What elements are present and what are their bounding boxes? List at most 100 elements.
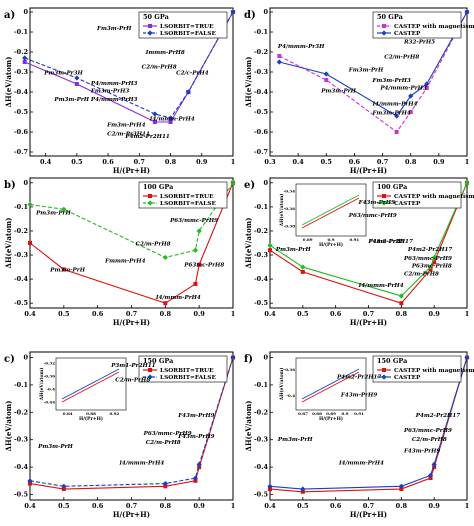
x-tick-label: 1 [465,502,470,510]
y-tick-label: -0.2 [254,408,268,416]
legend-swatch-marker [148,194,152,198]
phase-annotation: C2/m-PrH8 [384,54,419,60]
x-tick-label: 0.5 [297,502,309,510]
legend-entry: LSORBIT=FALSE [160,201,216,207]
data-point [196,461,202,467]
y-tick-label: -0.3 [14,68,28,76]
x-tick-label: 0.4 [292,158,304,166]
chart-panel-1: 0.4 0.5 0.6 0.7 0.8 0.9 1 0 -0.1 -0.2 -0.3 -0.4 -0.5… [4,7,236,175]
phase-annotation: Pm3m-PrH [275,247,311,253]
inset-series-line [301,197,360,229]
phase-annotation: P63/mmc-PrH9 [143,431,192,437]
x-tick-label: 0.5 [58,502,70,510]
y-tick-label: -0.3 [254,68,268,76]
data-point [192,247,199,253]
inset-y-tick-label: -0.4 [286,393,295,398]
x-axis-title: H/(Pr+H) [350,166,387,175]
x-tick-label: 1 [231,502,236,510]
legend-entry: LSORBIT=TRUE [160,24,214,30]
y-tick-label: -0.1 [254,203,268,211]
x-tick-label: 0.8 [396,502,408,510]
legend-swatch-marker [147,200,153,206]
data-point [61,483,67,489]
y-axis-title: ΔH(eV/atom) [244,218,253,269]
data-point [267,483,273,489]
series-line-2 [269,182,468,297]
x-tick-label: 1 [231,310,236,318]
y-axis-title: ΔH(eV/atom) [4,218,13,269]
data-point [431,461,437,467]
y-tick-label: -0.1 [254,28,268,36]
phase-annotation: P4/mmm-PrH3 [90,97,138,103]
phase-annotation: Fm3m-PrH4 [371,111,410,117]
legend-swatch-marker [381,374,387,380]
y-axis-title: ΔH(eV/atom) [4,57,13,108]
data-point [27,478,33,484]
inset-y-title: ΔH(eV/atom) [38,368,45,401]
x-tick-label: 0.3 [264,158,276,166]
data-point [399,301,404,306]
phase-annotation: P3m1-Pr2H11 [110,363,155,369]
data-point [394,130,399,134]
x-tick-label: 0.9 [433,158,445,166]
data-point [28,241,32,245]
series-line-2 [269,357,468,490]
phase-annotation: Fmmm-PrH4 [104,259,145,265]
data-point [408,93,414,99]
legend-swatch-marker [147,30,153,36]
legend-swatch-marker [382,194,386,198]
y-tick-label: -0.5 [254,491,268,499]
y-tick-label: -0.2 [254,48,268,56]
y-tick-label: -0.5 [14,299,28,307]
y-tick-label: -0.5 [14,108,28,116]
data-point [424,81,430,87]
legend-entry: LSORBIT=FALSE [160,31,216,37]
phase-annotation: I4/mmm-PrH4 [371,102,417,108]
x-tick-label: 0.7 [134,158,145,166]
y-tick-label: -0.2 [14,48,28,56]
phase-annotation: C2/m-PrH8 [115,378,150,384]
legend-swatch-marker [381,30,387,36]
data-point [432,465,437,470]
data-point [300,489,305,494]
phase-annotation: C2/m-PrH8 [142,65,177,71]
legend-box [372,11,462,39]
y-tick-label: -0.7 [14,148,28,156]
y-tick-label: -0.5 [14,491,28,499]
inset-y-tick-label: -0.36 [284,206,296,211]
data-point [424,86,429,90]
phase-annotation: P63/mmc-PrH9 [348,213,397,219]
phase-annotation: I4/mmm-PrH4 [358,283,404,289]
data-point [276,59,282,65]
data-point [162,480,168,487]
legend-entry: CASTEP [394,201,421,207]
phase-annotation: F43m-PrH9 [403,449,440,455]
data-point [268,248,272,253]
phase-annotation: I4/mmm-PrH4 [155,295,201,301]
y-tick-label: -0.2 [14,227,28,235]
x-tick-label: 0.6 [92,310,104,318]
phase-annotation: C2/m-Pr3H11 [107,131,150,137]
series-line-1 [269,357,468,493]
phase-annotation: C2/m-PrH8 [412,437,447,443]
phase-annotation: Pm3m-PrH [320,88,356,94]
x-tick-label: 1 [465,310,470,318]
phase-annotation: F43m-PrH9 [340,392,377,398]
y-tick-label: -0.4 [254,275,268,283]
data-point [167,115,174,121]
data-point [27,201,33,208]
x-tick-label: 0.5 [297,310,309,318]
phase-annotation: P4/mmm-Pr3H [277,44,325,50]
phase-annotation: P63mc-PrH8 [411,264,452,270]
x-tick-label: 0.6 [330,310,342,318]
data-point [432,260,437,265]
panel-label: b) [4,180,16,191]
y-tick-label: -0.4 [254,88,268,96]
data-point [152,111,158,117]
x-tick-label: 0.7 [377,158,388,166]
y-tick-label: -0.3 [14,436,28,444]
y-tick-label: -0.3 [254,251,268,259]
data-point [323,71,329,77]
y-axis-title: ΔH(eV/atom) [244,57,253,108]
phase-annotation: I4/mmm-PrH4 [338,460,384,466]
